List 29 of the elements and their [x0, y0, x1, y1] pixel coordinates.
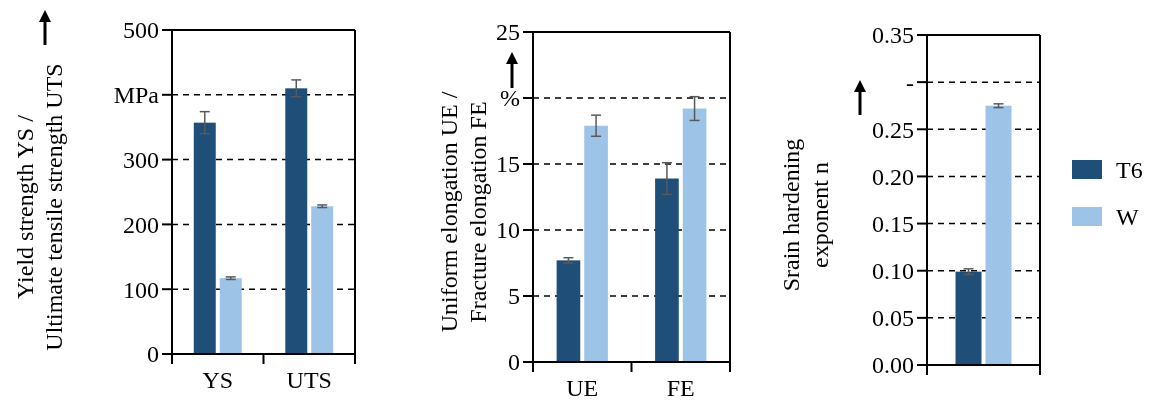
- y-tick-label: -: [906, 69, 914, 96]
- x-tick-label: UE: [566, 375, 599, 401]
- y-tick-label: 0.20: [872, 163, 914, 190]
- y-tick-label: 0.00: [872, 352, 914, 379]
- x-tick-label: FE: [666, 375, 695, 401]
- x-tick-label: YS: [202, 367, 234, 393]
- y-tick-label: 0.25: [872, 116, 914, 143]
- y-tick-label: 0.35: [872, 22, 914, 49]
- y-axis-title: Srain hardening exponent n: [778, 138, 833, 292]
- y-tick-label: 200: [123, 211, 159, 238]
- y-tick-label: 300: [123, 147, 159, 173]
- y-tick-label: 15: [496, 151, 520, 178]
- y-tick-label: MPa: [113, 82, 160, 109]
- y-tick-label: %: [500, 85, 520, 112]
- y-tick-label: 500: [123, 17, 159, 44]
- y-tick-label: 25: [496, 19, 520, 46]
- y-tick-label: 0.10: [872, 258, 914, 285]
- y-axis-title: Yield strength YS / Ultimate tensile strength UTS: [12, 63, 67, 351]
- y-tick-label: 0.15: [872, 210, 914, 237]
- x-tick-label: UTS: [286, 367, 332, 393]
- legend-label: W: [1116, 204, 1139, 231]
- y-tick-label: 0: [147, 341, 159, 368]
- y-axis-title: Uniform elongation UE / Fracture elongation FE: [436, 91, 491, 333]
- y-tick-label: 5: [508, 283, 520, 310]
- y-tick-label: 0: [508, 349, 520, 376]
- y-tick-label: 0.05: [872, 305, 914, 332]
- y-tick-label: 10: [496, 217, 520, 244]
- legend-label: T6: [1116, 157, 1143, 184]
- y-tick-label: 100: [123, 276, 159, 303]
